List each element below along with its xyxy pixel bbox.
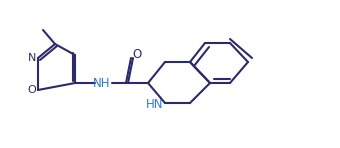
Text: NH: NH: [93, 77, 111, 90]
Text: O: O: [132, 48, 142, 61]
Text: O: O: [28, 85, 36, 95]
Text: N: N: [28, 53, 36, 63]
Text: HN: HN: [146, 99, 164, 111]
